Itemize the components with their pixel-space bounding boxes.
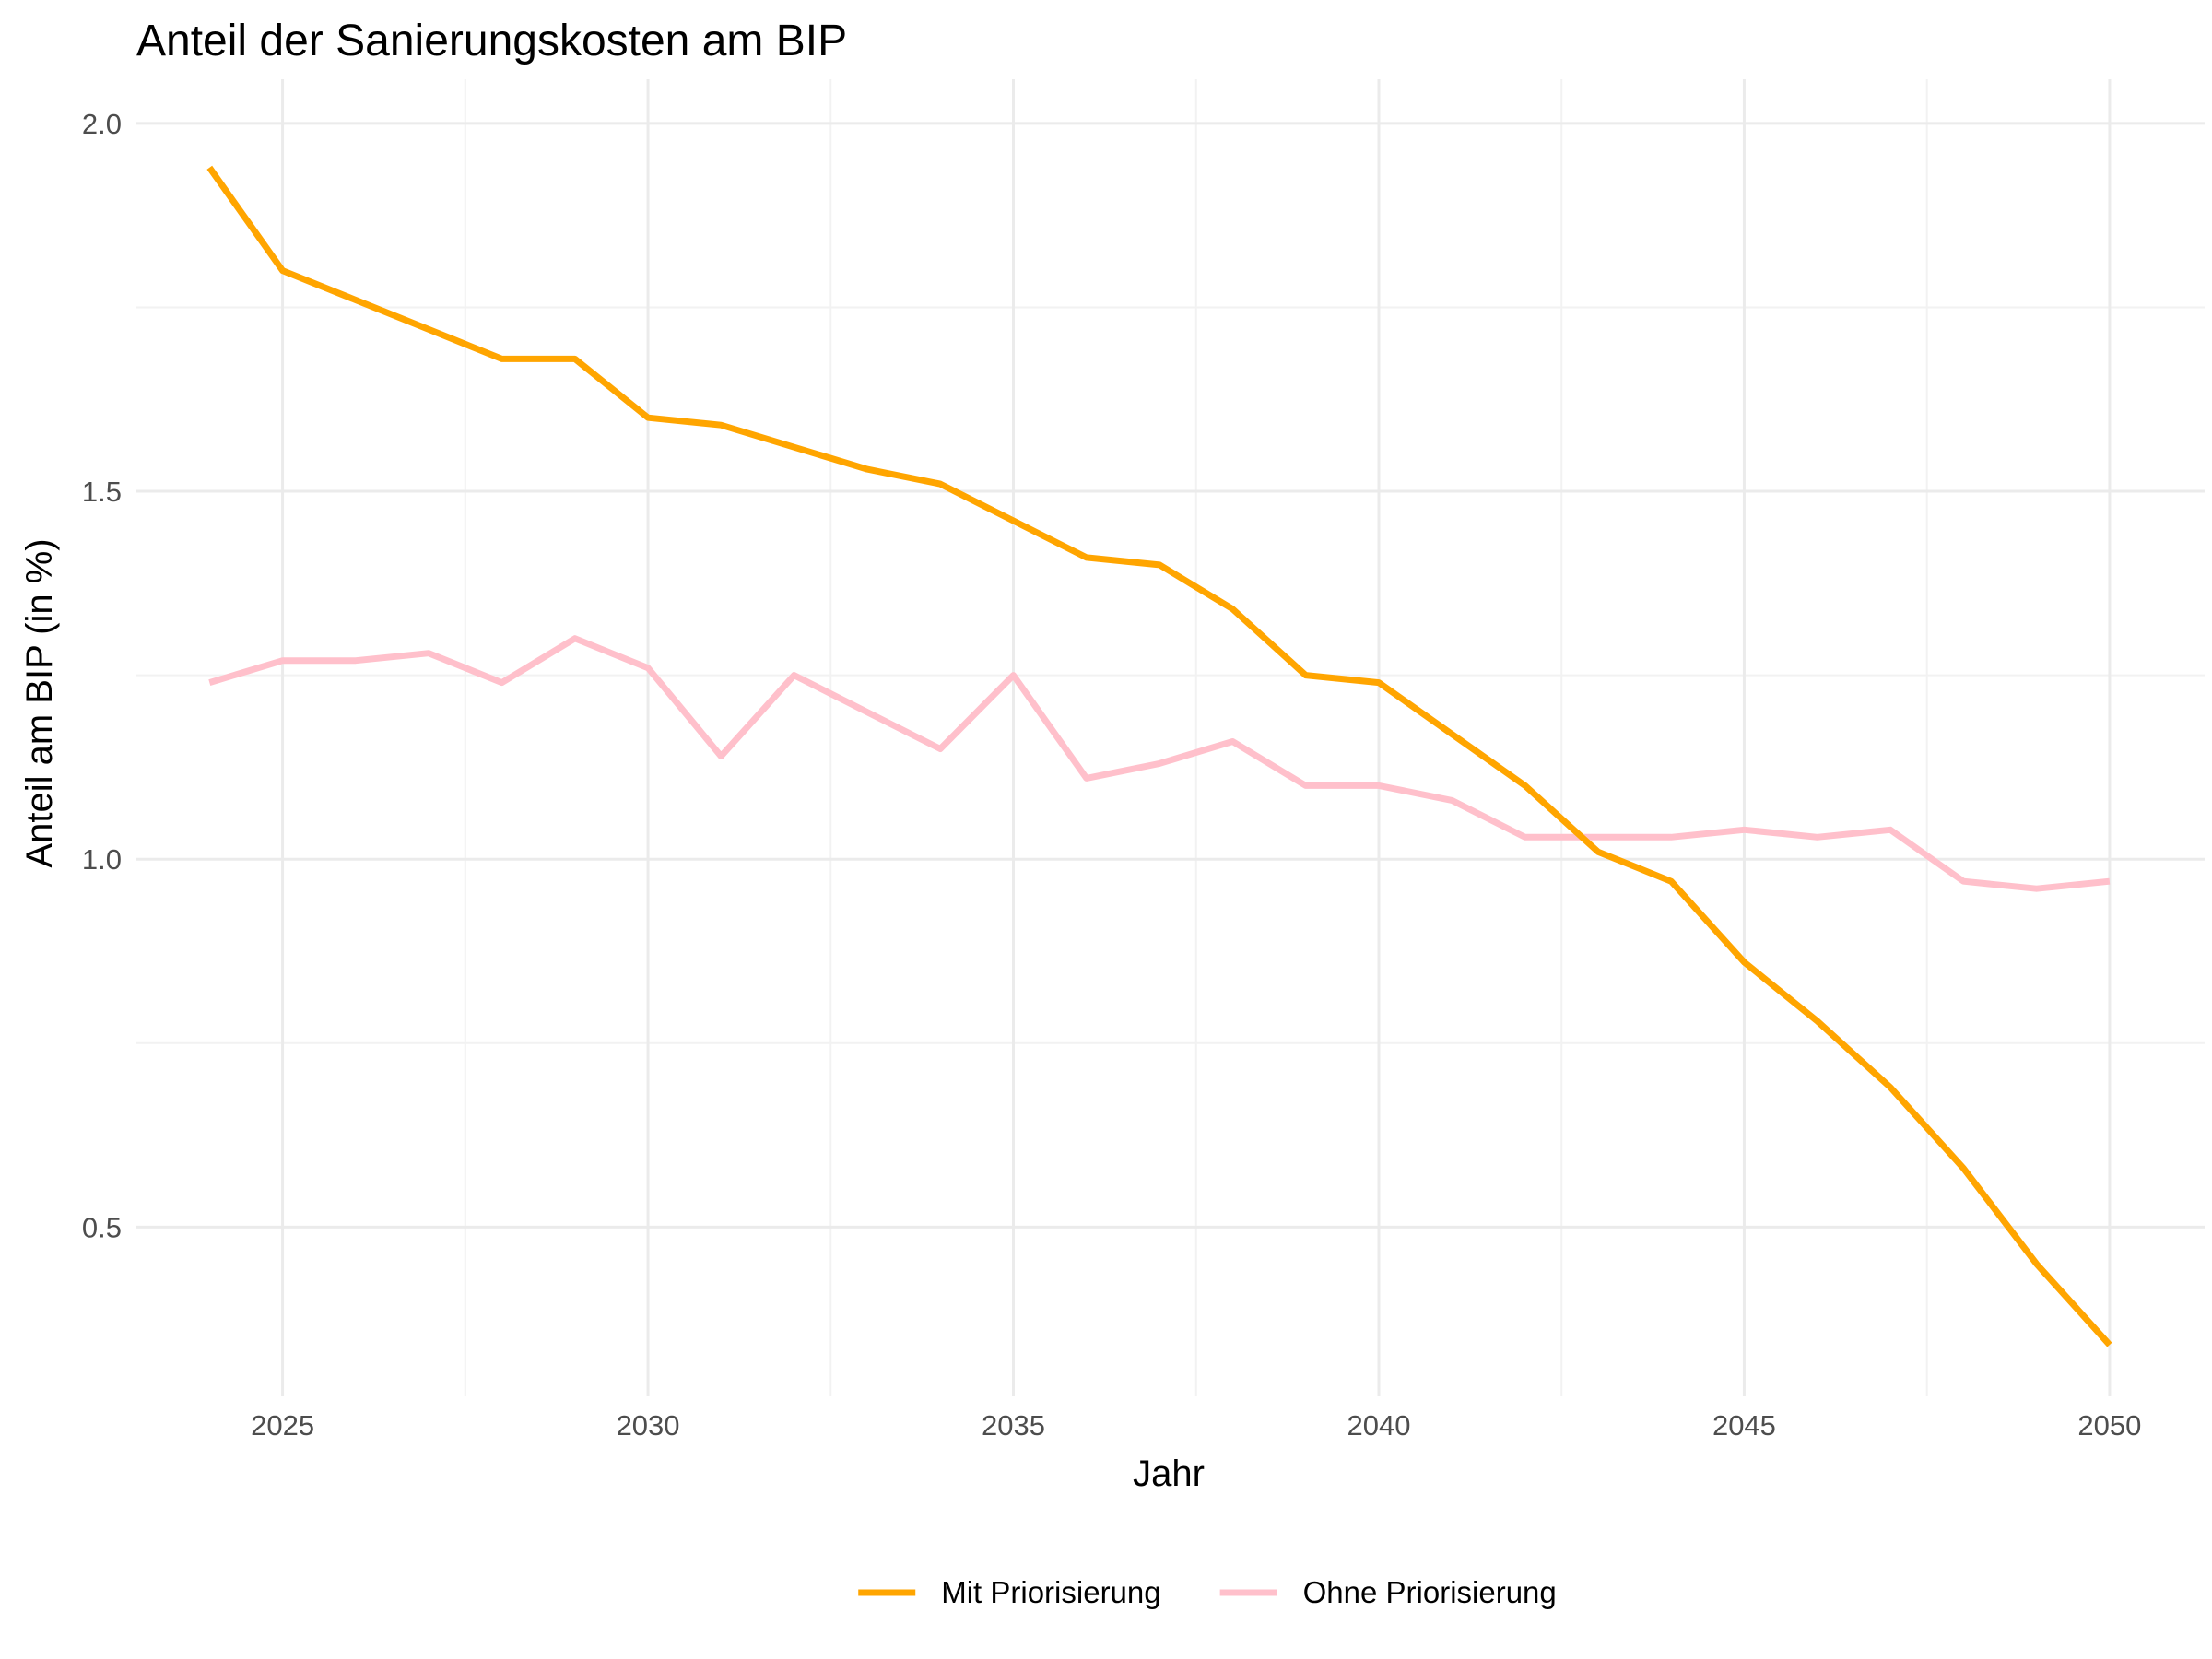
- x-tick-label: 2040: [1347, 1409, 1411, 1441]
- y-tick-label: 2.0: [82, 108, 122, 140]
- x-tick-label: 2030: [617, 1409, 680, 1441]
- y-tick-label: 1.5: [82, 476, 122, 508]
- series-lines: [206, 165, 2112, 1347]
- x-tick-label: 2045: [1712, 1409, 1776, 1441]
- legend-label: Mit Priorisierung: [941, 1575, 1160, 1609]
- grid: [136, 79, 2205, 1396]
- series-line-mit-priorisierung: [206, 165, 2112, 1347]
- x-tick-label: 2025: [251, 1409, 314, 1441]
- series-line-ohne-priorisierung: [208, 635, 2111, 892]
- legend-item: Ohne Priorisierung: [1219, 1575, 1557, 1609]
- legend-label: Ohne Priorisierung: [1303, 1575, 1557, 1609]
- y-tick-label: 0.5: [82, 1211, 122, 1243]
- y-axis-title: Anteil am BIP (in %): [19, 538, 60, 867]
- y-tick-label: 1.0: [82, 843, 122, 876]
- legend-item: Mit Priorisierung: [858, 1575, 1161, 1609]
- y-axis-tick-labels: 0.5 1.0 1.5 2.0: [82, 108, 122, 1243]
- x-tick-label: 2035: [982, 1409, 1045, 1441]
- chart-title: Anteil der Sanierungskosten am BIP: [136, 17, 847, 65]
- legend: Mit Priorisierung Ohne Priorisierung: [858, 1575, 1557, 1609]
- x-tick-label: 2050: [2077, 1409, 2141, 1441]
- x-axis-tick-labels: 2025 2030 2035 2040 2045 2050: [251, 1409, 2141, 1441]
- x-axis-title: Jahr: [1133, 1453, 1205, 1494]
